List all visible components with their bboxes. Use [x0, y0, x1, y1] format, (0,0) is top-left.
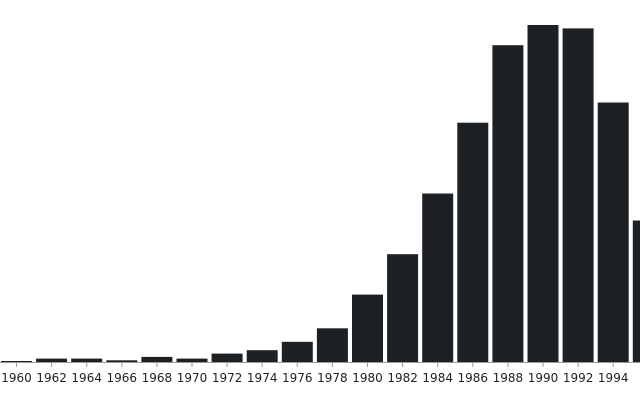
bar-1970: [176, 358, 208, 362]
bar-1982: [387, 254, 419, 362]
x-tick-label-1974: 1974: [247, 371, 278, 385]
bar-1992: [562, 28, 594, 363]
bar-1996: [632, 220, 640, 362]
x-tick-label-1960: 1960: [1, 371, 32, 385]
x-tick-label-1982: 1982: [387, 371, 418, 385]
bar-1972: [211, 353, 243, 362]
bar-1988: [492, 45, 524, 362]
bar-1964: [71, 358, 103, 362]
bar-1994: [597, 102, 629, 362]
bars-group: [1, 25, 640, 363]
bar-1968: [141, 356, 173, 362]
x-tick-label-1992: 1992: [563, 371, 594, 385]
bar-1984: [422, 193, 454, 362]
x-tick-label-1970: 1970: [177, 371, 208, 385]
bar-1990: [527, 25, 559, 362]
x-tick-label-1980: 1980: [352, 371, 383, 385]
bar-1974: [246, 350, 278, 362]
x-tick-label-1978: 1978: [317, 371, 348, 385]
x-tick-label-1988: 1988: [493, 371, 524, 385]
bar-1978: [316, 328, 348, 362]
x-tick-label-1984: 1984: [422, 371, 453, 385]
x-tick-label-1964: 1964: [71, 371, 102, 385]
x-tick-label-1962: 1962: [36, 371, 67, 385]
x-tick-label-1986: 1986: [458, 371, 489, 385]
x-tick-label-1976: 1976: [282, 371, 313, 385]
x-tick-label-1966: 1966: [107, 371, 138, 385]
x-tick-label-1972: 1972: [212, 371, 243, 385]
bar-1976: [281, 341, 313, 362]
bar-1962: [36, 358, 68, 362]
x-tick-label-1968: 1968: [142, 371, 173, 385]
bar-1986: [457, 122, 489, 362]
bar-1980: [352, 294, 383, 362]
x-axis: 1960 1962 1964 1966 1968 1970 1972 1974 1976 1978…: [0, 362, 640, 385]
x-tick-label-1990: 1990: [528, 371, 559, 385]
bar-1966: [106, 360, 138, 362]
x-tick-label-1994: 1994: [598, 371, 629, 385]
bar-1960: [1, 361, 32, 362]
